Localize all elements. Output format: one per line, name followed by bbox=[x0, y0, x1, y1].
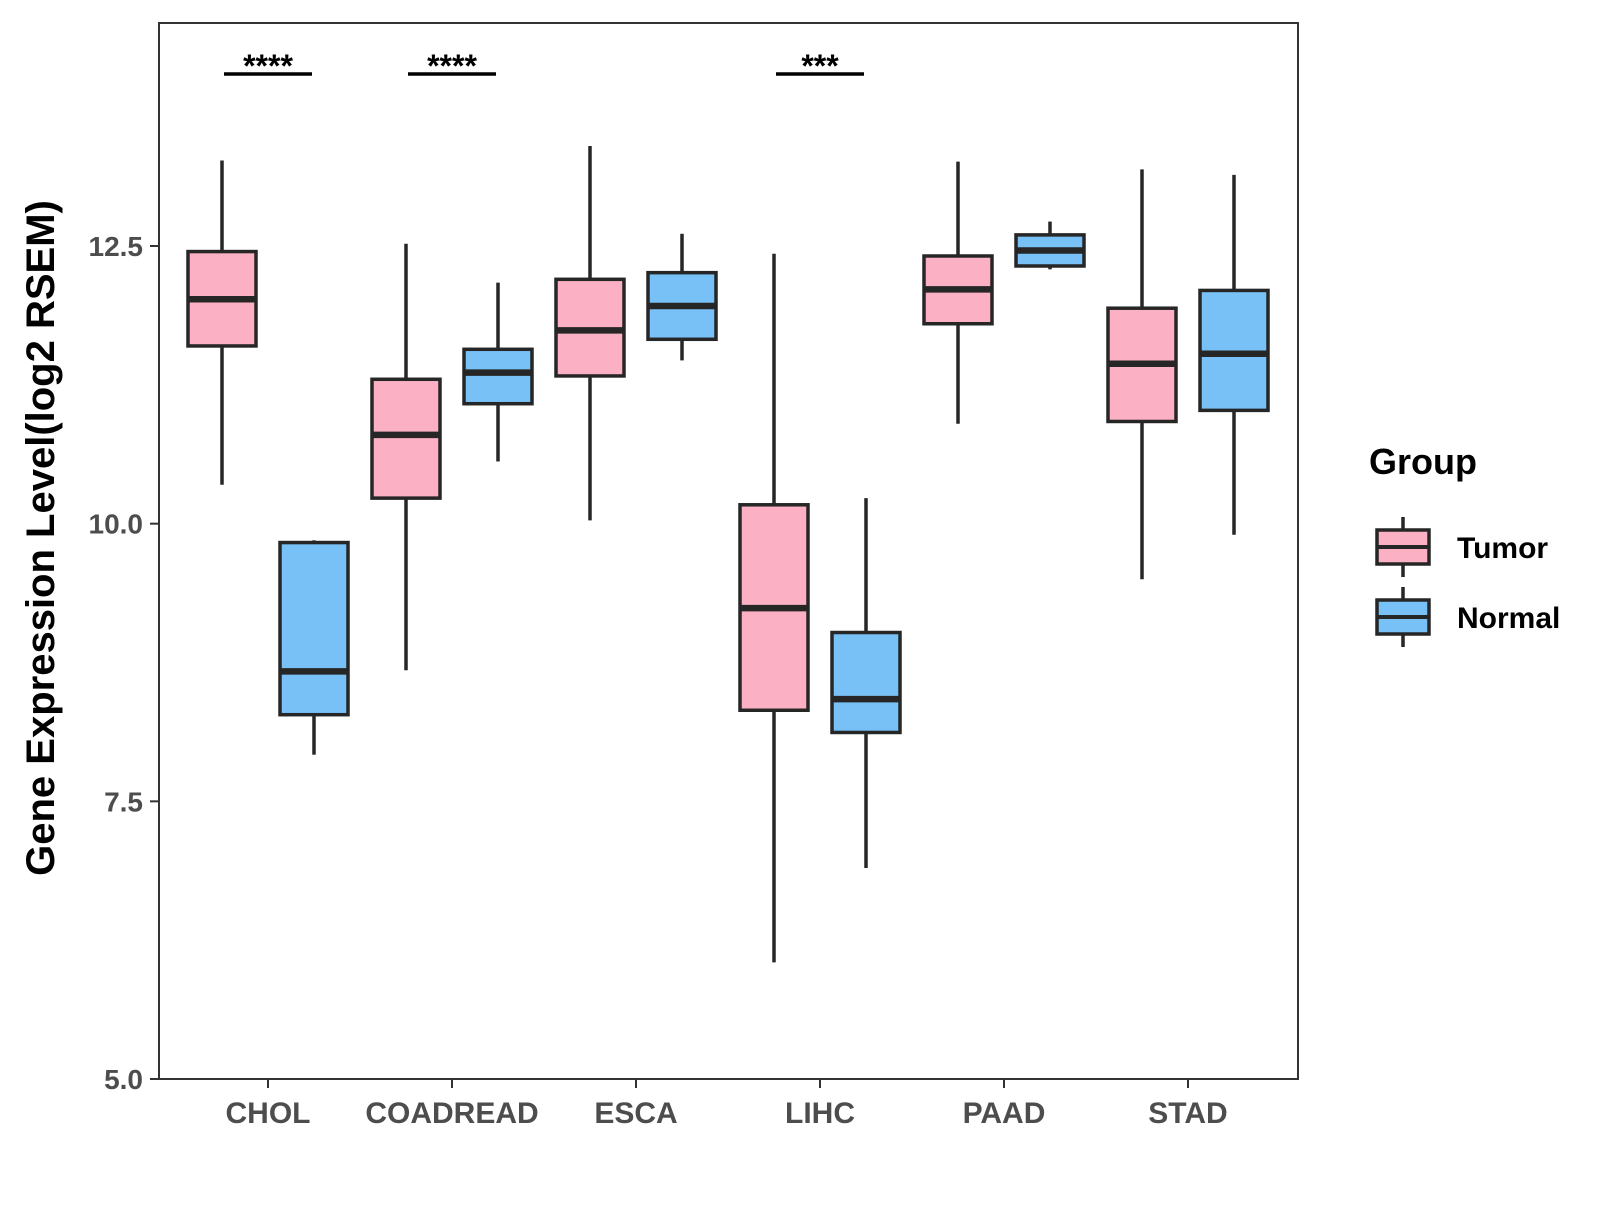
legend: Group Tumor Normal bbox=[1369, 441, 1560, 647]
y-tick-label: 7.5 bbox=[104, 786, 143, 817]
significance-coadread: **** bbox=[408, 48, 496, 84]
y-tick-label: 10.0 bbox=[89, 509, 144, 540]
box-normal-lihc bbox=[830, 498, 902, 868]
series-normal bbox=[278, 174, 1270, 868]
box-iqr bbox=[370, 377, 442, 500]
box-tumor-esca bbox=[554, 146, 626, 521]
box-normal-coadread bbox=[462, 282, 534, 462]
x-axis: CHOL COADREAD ESCA LIHC PAAD STAD bbox=[226, 1079, 1228, 1130]
legend-item-tumor: Tumor bbox=[1375, 517, 1548, 577]
box-tumor-coadread bbox=[370, 243, 442, 671]
series-tumor bbox=[186, 146, 1178, 963]
box-series bbox=[186, 146, 1270, 963]
legend-label-normal: Normal bbox=[1457, 602, 1560, 635]
x-tick-label-chol: CHOL bbox=[226, 1097, 311, 1130]
y-tick-label: 5.0 bbox=[104, 1064, 143, 1095]
box-normal-chol bbox=[278, 540, 350, 755]
plot-panel bbox=[158, 22, 1299, 1080]
significance-lihc: *** bbox=[776, 48, 864, 84]
box-iqr bbox=[278, 540, 350, 717]
box-tumor-lihc bbox=[738, 253, 810, 963]
box-normal-stad bbox=[1198, 174, 1270, 535]
x-tick-label-lihc: LIHC bbox=[785, 1097, 855, 1130]
significance-stars: **** bbox=[427, 48, 477, 84]
x-tick-label-paad: PAAD bbox=[963, 1097, 1046, 1130]
significance-annotations: **** **** *** bbox=[224, 48, 864, 84]
y-axis-title: Gene Expression Level(log2 RSEM) bbox=[19, 200, 63, 876]
box-normal-paad bbox=[1014, 221, 1086, 270]
y-axis: 5.0 7.5 10.0 12.5 bbox=[89, 231, 159, 1095]
box-iqr bbox=[462, 347, 534, 406]
box-normal-esca bbox=[646, 233, 718, 361]
box-tumor-paad bbox=[922, 161, 994, 424]
panel-border bbox=[158, 22, 1299, 1080]
y-tick-label: 12.5 bbox=[89, 231, 144, 262]
legend-item-normal: Normal bbox=[1375, 587, 1560, 647]
x-tick-label-stad: STAD bbox=[1148, 1097, 1227, 1130]
x-tick-label-esca: ESCA bbox=[594, 1097, 677, 1130]
box-tumor-stad bbox=[1106, 169, 1178, 580]
legend-label-tumor: Tumor bbox=[1457, 532, 1548, 565]
significance-stars: *** bbox=[801, 48, 839, 84]
legend-title: Group bbox=[1369, 441, 1477, 482]
box-tumor-chol bbox=[186, 160, 258, 485]
x-tick-label-coadread: COADREAD bbox=[365, 1097, 538, 1130]
significance-stars: **** bbox=[243, 48, 293, 84]
box-iqr bbox=[830, 630, 902, 735]
box-iqr bbox=[1198, 288, 1270, 413]
significance-chol: **** bbox=[224, 48, 312, 84]
